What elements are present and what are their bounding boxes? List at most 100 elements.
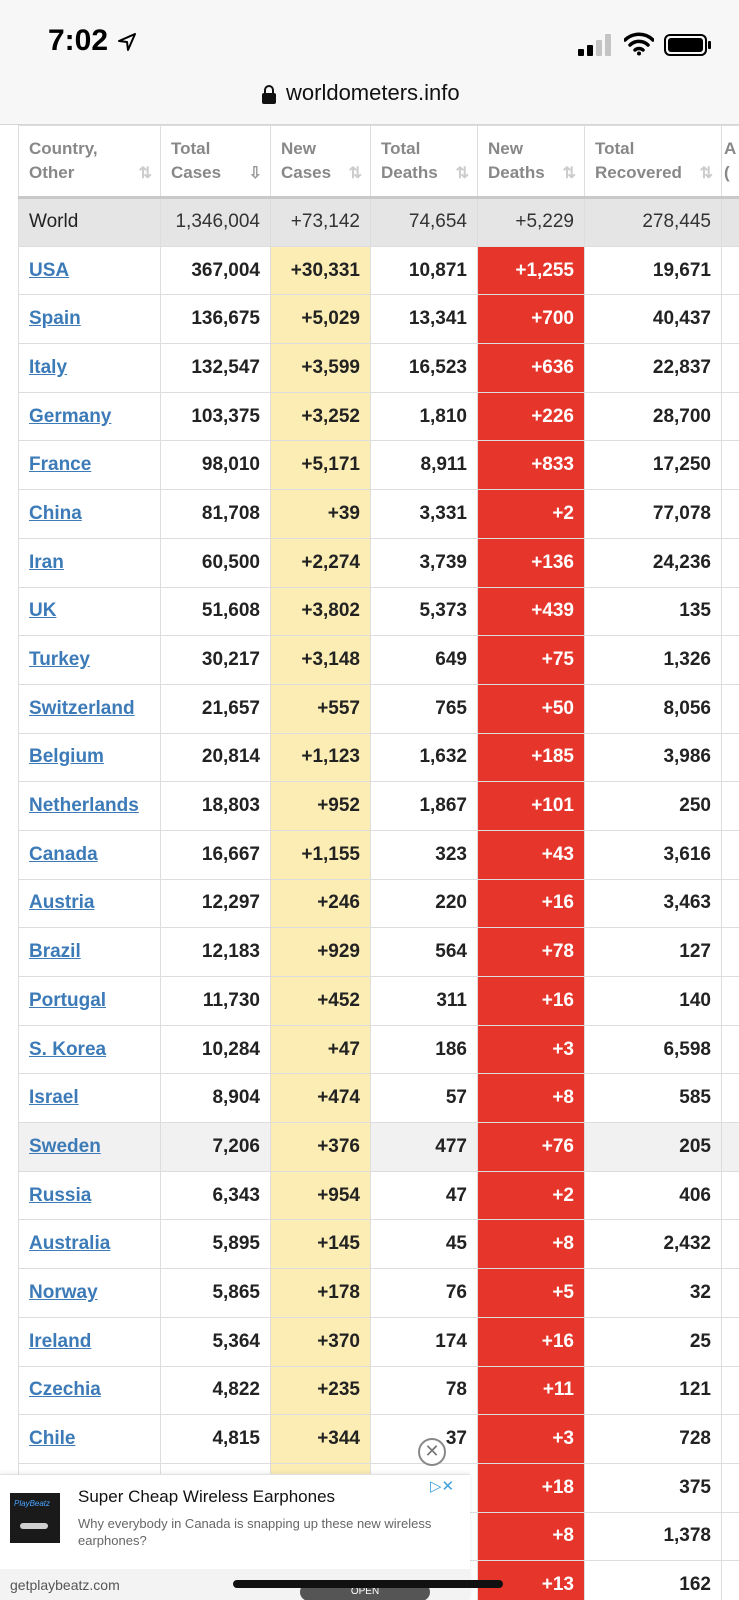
coronavirus-table[interactable]: Country, Other ⇅ Total Cases ⇩ New Cases ⇅ Tot…: [18, 125, 739, 1600]
address-bar[interactable]: worldometers.info: [0, 70, 739, 125]
country-cell[interactable]: Canada: [18, 829, 161, 880]
new-deaths-cell: +226: [477, 391, 585, 442]
country-cell[interactable]: Australia: [18, 1219, 161, 1270]
new-deaths-cell: +2: [477, 1170, 585, 1221]
total-deaths-cell: 13,341: [370, 294, 478, 345]
total-deaths-cell: 311: [370, 976, 478, 1026]
table-row: Netherlands 18,803 +952 1,867 +101 250: [18, 781, 739, 831]
new-cases-cell: +47: [270, 1024, 371, 1075]
country-cell[interactable]: Germany: [18, 391, 161, 442]
country-link[interactable]: Spain: [29, 308, 81, 330]
country-link[interactable]: Czechia: [29, 1379, 101, 1401]
sort-icon[interactable]: ⇅: [699, 165, 713, 182]
table-row: Chile 4,815 +344 37 +3 728: [18, 1414, 739, 1464]
country-link[interactable]: Germany: [29, 405, 112, 427]
country-cell[interactable]: S. Korea: [18, 1024, 161, 1075]
total-deaths-cell: 765: [370, 683, 478, 734]
total-recovered-cell: 406: [584, 1170, 722, 1221]
country-link[interactable]: S. Korea: [29, 1038, 107, 1060]
header-new-cases[interactable]: New Cases ⇅: [270, 125, 371, 199]
country-link[interactable]: China: [29, 502, 82, 524]
country-link[interactable]: Chile: [29, 1428, 76, 1450]
sort-icon[interactable]: ⇅: [138, 165, 152, 182]
country-link[interactable]: USA: [29, 259, 70, 281]
country-link[interactable]: Iran: [29, 551, 64, 573]
total-recovered-cell: 28,700: [584, 391, 722, 442]
country-cell[interactable]: Czechia: [18, 1365, 161, 1416]
country-cell[interactable]: Chile: [18, 1414, 161, 1464]
country-cell[interactable]: Ireland: [18, 1316, 161, 1367]
ad-close-button[interactable]: ✕: [418, 1438, 446, 1466]
country-cell[interactable]: UK: [18, 586, 161, 637]
country-cell[interactable]: China: [18, 489, 161, 539]
home-indicator[interactable]: [233, 1580, 503, 1588]
country-link[interactable]: Netherlands: [29, 795, 139, 817]
country-cell[interactable]: France: [18, 440, 161, 491]
country-cell[interactable]: Norway: [18, 1268, 161, 1318]
country-cell[interactable]: Switzerland: [18, 683, 161, 734]
country-link[interactable]: Brazil: [29, 941, 81, 963]
country-link[interactable]: Belgium: [29, 746, 104, 768]
country-link[interactable]: Australia: [29, 1233, 111, 1255]
country-cell[interactable]: Belgium: [18, 732, 161, 783]
header-total-recovered[interactable]: Total Recovered ⇅: [584, 125, 722, 199]
new-cases-cell: +39: [270, 489, 371, 539]
ad-choices-icon[interactable]: ▷✕: [430, 1478, 455, 1495]
country-cell[interactable]: USA: [18, 245, 161, 296]
total-cases-cell: 5,865: [160, 1268, 271, 1318]
country-cell[interactable]: Portugal: [18, 976, 161, 1026]
country-link[interactable]: Austria: [29, 892, 95, 914]
country-link[interactable]: Portugal: [29, 989, 107, 1011]
country-link[interactable]: Turkey: [29, 649, 90, 671]
country-cell[interactable]: Israel: [18, 1073, 161, 1124]
new-cases-cell: +30,331: [270, 245, 371, 296]
table-row: China 81,708 +39 3,331 +2 77,078: [18, 489, 739, 539]
url-domain[interactable]: worldometers.info: [286, 80, 460, 105]
country-cell[interactable]: Sweden: [18, 1122, 161, 1172]
country-link[interactable]: Israel: [29, 1087, 79, 1109]
active-cases-cell: [721, 1170, 739, 1221]
header-active-cases[interactable]: A(: [721, 125, 739, 199]
country-cell: World: [18, 197, 161, 247]
country-link[interactable]: France: [29, 454, 92, 476]
country-cell[interactable]: Netherlands: [18, 781, 161, 831]
country-cell[interactable]: Spain: [18, 294, 161, 345]
country-cell[interactable]: Brazil: [18, 927, 161, 977]
new-cases-cell: +3,252: [270, 391, 371, 442]
country-cell[interactable]: Iran: [18, 537, 161, 588]
total-deaths-cell: 3,331: [370, 489, 478, 539]
country-link[interactable]: Italy: [29, 356, 68, 378]
table-row: Portugal 11,730 +452 311 +16 140: [18, 976, 739, 1026]
header-total-deaths[interactable]: Total Deaths ⇅: [370, 125, 478, 199]
country-link[interactable]: Canada: [29, 843, 98, 865]
total-recovered-cell: 728: [584, 1414, 722, 1464]
country-link[interactable]: Norway: [29, 1281, 98, 1303]
country-link[interactable]: Ireland: [29, 1330, 92, 1352]
sort-desc-icon[interactable]: ⇩: [248, 165, 262, 182]
total-deaths-cell: 1,867: [370, 781, 478, 831]
country-link[interactable]: Switzerland: [29, 697, 135, 719]
header-new-deaths[interactable]: New Deaths ⇅: [477, 125, 585, 199]
new-cases-cell: +929: [270, 927, 371, 977]
total-recovered-cell: 278,445: [584, 197, 722, 247]
header-total-cases[interactable]: Total Cases ⇩: [160, 125, 271, 199]
total-deaths-cell: 186: [370, 1024, 478, 1075]
table-row: Australia 5,895 +145 45 +8 2,432: [18, 1219, 739, 1270]
country-link[interactable]: UK: [29, 600, 57, 622]
country-cell[interactable]: Austria: [18, 878, 161, 929]
country-cell[interactable]: Turkey: [18, 635, 161, 685]
header-country[interactable]: Country, Other ⇅: [18, 125, 161, 199]
sort-icon[interactable]: ⇅: [348, 165, 362, 182]
sort-icon[interactable]: ⇅: [562, 165, 576, 182]
table-row: Russia 6,343 +954 47 +2 406: [18, 1170, 739, 1221]
country-link[interactable]: Russia: [29, 1184, 92, 1206]
active-cases-cell: [721, 635, 739, 685]
country-cell[interactable]: Italy: [18, 343, 161, 393]
country-cell[interactable]: Russia: [18, 1170, 161, 1221]
country-link[interactable]: Sweden: [29, 1135, 101, 1157]
active-cases-cell: [721, 1462, 739, 1513]
ad-title[interactable]: Super Cheap Wireless Earphones: [78, 1487, 336, 1506]
total-recovered-cell: 25: [584, 1316, 722, 1367]
sort-icon[interactable]: ⇅: [455, 165, 469, 182]
new-cases-cell: +954: [270, 1170, 371, 1221]
